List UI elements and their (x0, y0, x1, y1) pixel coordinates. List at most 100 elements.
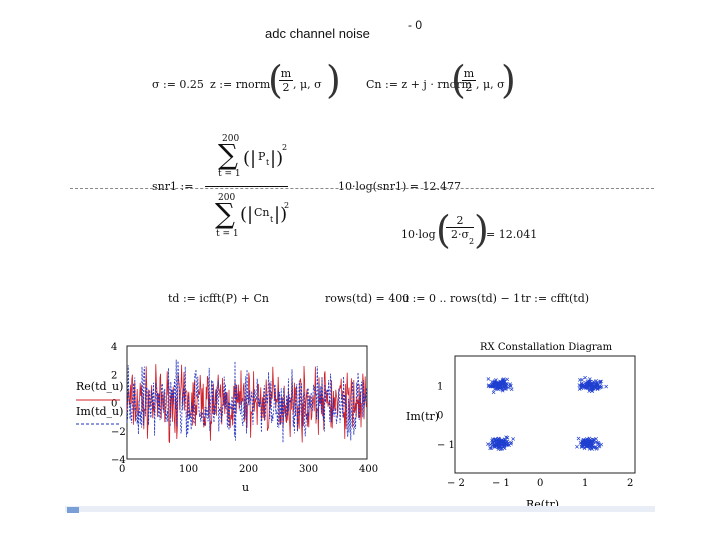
constellation-point (500, 387, 504, 392)
z-args: , μ, σ (293, 78, 322, 91)
constellation-point (587, 447, 592, 451)
constellation-point (584, 380, 588, 385)
constellation-y-label: Im(tr) (406, 410, 439, 423)
constellation-point (502, 446, 507, 451)
constellation-point (509, 440, 514, 445)
constellation-point (492, 380, 497, 384)
constellation-point (575, 444, 579, 449)
constellation-point (580, 445, 584, 449)
num-sum-lower: t = 1 (218, 169, 241, 179)
y-tick-label: 1 (437, 381, 443, 392)
y-tick-label: 4 (111, 342, 117, 353)
constellation-point (579, 381, 584, 386)
den-close: |) (274, 204, 288, 225)
constellation-point (506, 385, 511, 390)
y-tick-label: −2 (111, 427, 126, 438)
right-paren: ) (326, 58, 341, 102)
constellation-point (509, 387, 514, 392)
cn-frac-den: 2 (465, 81, 473, 94)
constellation-point (501, 438, 506, 443)
page-break-divider (70, 188, 654, 189)
constellation-point (585, 383, 590, 388)
constellation-point (491, 390, 496, 395)
constellation-point (584, 445, 589, 449)
num-sigma-symbol: ∑ (218, 138, 238, 171)
x-tick-label: 200 (239, 464, 258, 475)
right-paren: ) (474, 208, 489, 252)
x-tick-label: 400 (359, 464, 378, 475)
num-close: |) (270, 148, 284, 169)
theory-den: 2·σ (450, 228, 469, 241)
constellation-point (596, 440, 600, 445)
constellation-point (576, 436, 581, 441)
den-sum-lower: t = 1 (216, 229, 239, 239)
plot-frame (454, 355, 636, 474)
y-label-top: Re(td_u) (76, 380, 123, 393)
constellation-point (592, 445, 596, 450)
den-sub: t (270, 215, 274, 224)
tr-definition[interactable]: tr := cfft(td) (521, 292, 590, 305)
z-fraction: m 2 (279, 67, 293, 94)
constellation-point (505, 377, 510, 382)
cn-fraction: m 2 (462, 67, 476, 94)
num-open: (| (243, 148, 257, 169)
constellation-point (581, 437, 586, 442)
td-definition[interactable]: td := icfft(P) + Cn (168, 292, 269, 305)
snr-db-result[interactable]: 10·log(snr1) = 12.477 (338, 180, 461, 193)
y-tick-label: 0 (437, 411, 443, 422)
z-definition[interactable]: z := rnorm (210, 78, 271, 91)
cn-definition[interactable]: Cn := z + j · rnorm (366, 78, 472, 91)
num-sum-upper: 200 (222, 134, 240, 144)
constellation-point (501, 381, 506, 386)
den-sigma-symbol: ∑ (215, 197, 235, 230)
cn-args: , μ, σ (476, 78, 505, 91)
z-frac-num: m (280, 67, 292, 80)
constellation-point (487, 383, 491, 388)
den-sum-upper: 200 (218, 193, 236, 203)
constellation-point (505, 435, 510, 440)
num-sub: t (266, 158, 270, 167)
constellation-point (511, 437, 515, 441)
time-domain-plot[interactable]: 0 100 200 300 400 4 2 0 −2 −4 Re(td_u) Im(td_u) u (70, 338, 380, 498)
y-tick-label: − 1 (437, 440, 455, 451)
constellation-point (595, 446, 600, 450)
constellation-point (496, 381, 501, 386)
status-strip (65, 506, 655, 512)
right-paren: ) (501, 58, 516, 102)
constellation-point (591, 381, 595, 386)
left-paren: ( (451, 58, 466, 102)
x-axis-label: u (242, 481, 249, 494)
x-tick-label: 2 (627, 478, 633, 489)
x-tick-label: 100 (179, 464, 198, 475)
constellation-point (587, 379, 591, 384)
constellation-point (488, 446, 492, 450)
constellation-point (599, 385, 604, 389)
u-range-definition[interactable]: u := 0 .. rows(td) − 1 (402, 292, 521, 305)
section-heading: adc channel noise (265, 26, 370, 41)
sigma-definition[interactable]: σ := 0.25 (152, 78, 204, 91)
x-tick-label: 300 (299, 464, 318, 475)
num-term: P (258, 150, 266, 163)
z-frac-den: 2 (282, 81, 290, 94)
y-tick-label: 2 (111, 370, 117, 381)
den-term: Cn (254, 206, 270, 219)
constellation-point (604, 384, 609, 389)
constellation-point (584, 440, 588, 445)
plot-frame (126, 345, 368, 460)
left-paren: ( (268, 58, 283, 102)
constellation-point (508, 384, 513, 388)
constellation-point (509, 441, 513, 446)
snr-fraction-bar (205, 186, 288, 187)
y-tick-label: 0 (111, 399, 117, 410)
snr-lhs[interactable]: snr1 := (152, 180, 194, 193)
rows-result[interactable]: rows(td) = 400 (325, 292, 410, 305)
theory-den-pow: 2 (469, 237, 475, 246)
constellation-plot[interactable]: RX Constallation Diagram − 2− 1 0 1 210− 1 … (400, 338, 650, 510)
snr-theory-prefix[interactable]: 10·log (401, 228, 436, 241)
constellation-point (486, 377, 491, 381)
snr-theory-value: = 12.041 (486, 228, 538, 241)
num-pow: 2 (282, 143, 288, 152)
constellation-point (492, 440, 496, 444)
constellation-point (598, 381, 603, 385)
constellation-point (580, 385, 585, 389)
